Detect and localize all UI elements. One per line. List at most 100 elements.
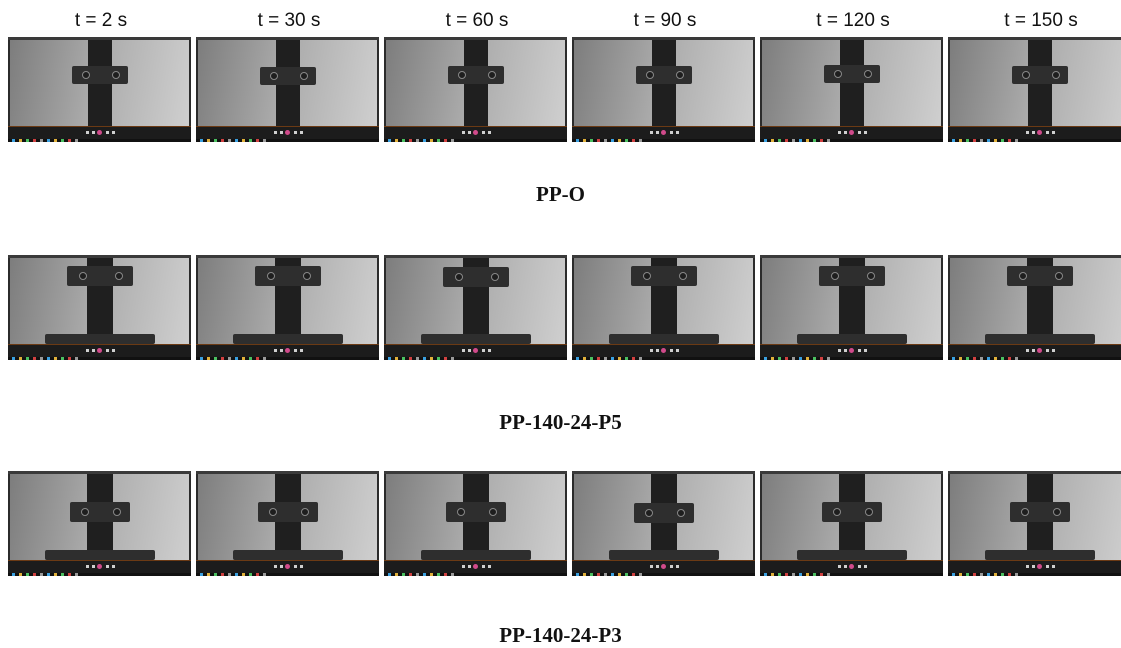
- taskbar-icon[interactable]: [764, 573, 767, 576]
- taskbar-icon[interactable]: [952, 139, 955, 142]
- taskbar-icon[interactable]: [444, 357, 447, 360]
- previous-icon[interactable]: [838, 565, 841, 568]
- taskbar-icon[interactable]: [632, 357, 635, 360]
- next-icon[interactable]: [488, 565, 491, 568]
- play-button-icon[interactable]: [97, 564, 102, 569]
- taskbar-icon[interactable]: [604, 357, 607, 360]
- taskbar-icon[interactable]: [437, 139, 440, 142]
- taskbar-icon[interactable]: [68, 357, 71, 360]
- taskbar-icon[interactable]: [40, 139, 43, 142]
- next-icon[interactable]: [300, 131, 303, 134]
- previous-icon[interactable]: [92, 131, 95, 134]
- next-icon[interactable]: [294, 349, 297, 352]
- taskbar-icon[interactable]: [778, 357, 781, 360]
- taskbar-icon[interactable]: [228, 357, 231, 360]
- taskbar-icon[interactable]: [437, 357, 440, 360]
- taskbar-icon[interactable]: [33, 573, 36, 576]
- progress-bar[interactable]: [8, 344, 191, 345]
- taskbar-icon[interactable]: [388, 357, 391, 360]
- taskbar-icon[interactable]: [994, 357, 997, 360]
- taskbar-icon[interactable]: [61, 573, 64, 576]
- next-icon[interactable]: [858, 131, 861, 134]
- taskbar-icon[interactable]: [625, 357, 628, 360]
- next-icon[interactable]: [670, 349, 673, 352]
- taskbar-icon[interactable]: [33, 139, 36, 142]
- taskbar-icon[interactable]: [966, 573, 969, 576]
- next-icon[interactable]: [1052, 565, 1055, 568]
- next-icon[interactable]: [112, 131, 115, 134]
- play-button-icon[interactable]: [285, 130, 290, 135]
- taskbar-icon[interactable]: [1015, 139, 1018, 142]
- taskbar-icon[interactable]: [1008, 357, 1011, 360]
- taskbar-icon[interactable]: [994, 573, 997, 576]
- taskbar-icon[interactable]: [576, 139, 579, 142]
- taskbar-icon[interactable]: [625, 573, 628, 576]
- taskbar-icon[interactable]: [611, 573, 614, 576]
- taskbar-icon[interactable]: [200, 139, 203, 142]
- taskbar-icon[interactable]: [590, 139, 593, 142]
- taskbar-icon[interactable]: [952, 573, 955, 576]
- taskbar-icon[interactable]: [1015, 573, 1018, 576]
- player-controls[interactable]: [760, 560, 943, 573]
- previous-icon[interactable]: [280, 565, 283, 568]
- taskbar-icon[interactable]: [430, 357, 433, 360]
- taskbar-icon[interactable]: [639, 139, 642, 142]
- previous-icon[interactable]: [462, 131, 465, 134]
- taskbar-icon[interactable]: [764, 357, 767, 360]
- taskbar-icon[interactable]: [444, 573, 447, 576]
- player-controls[interactable]: [384, 560, 567, 573]
- taskbar-icon[interactable]: [207, 573, 210, 576]
- taskbar-icon[interactable]: [618, 357, 621, 360]
- progress-bar[interactable]: [196, 344, 379, 345]
- taskbar-icon[interactable]: [583, 357, 586, 360]
- taskbar-icon[interactable]: [597, 139, 600, 142]
- progress-bar[interactable]: [760, 126, 943, 127]
- taskbar-icon[interactable]: [980, 139, 983, 142]
- taskbar-icon[interactable]: [54, 139, 57, 142]
- play-button-icon[interactable]: [473, 564, 478, 569]
- taskbar-icon[interactable]: [207, 139, 210, 142]
- next-icon[interactable]: [670, 131, 673, 134]
- taskbar-icon[interactable]: [785, 573, 788, 576]
- taskbar-icon[interactable]: [423, 139, 426, 142]
- taskbar-icon[interactable]: [973, 139, 976, 142]
- taskbar-icon[interactable]: [625, 139, 628, 142]
- taskbar-icon[interactable]: [416, 357, 419, 360]
- taskbar-icon[interactable]: [973, 357, 976, 360]
- taskbar-icon[interactable]: [764, 139, 767, 142]
- previous-icon[interactable]: [1026, 131, 1029, 134]
- progress-bar[interactable]: [8, 560, 191, 561]
- taskbar-icon[interactable]: [409, 573, 412, 576]
- taskbar-icon[interactable]: [813, 139, 816, 142]
- taskbar-icon[interactable]: [820, 139, 823, 142]
- taskbar-icon[interactable]: [75, 573, 78, 576]
- taskbar-icon[interactable]: [1015, 357, 1018, 360]
- previous-icon[interactable]: [274, 349, 277, 352]
- taskbar-icon[interactable]: [12, 573, 15, 576]
- progress-bar[interactable]: [760, 344, 943, 345]
- next-icon[interactable]: [1052, 349, 1055, 352]
- taskbar-icon[interactable]: [200, 357, 203, 360]
- taskbar-icon[interactable]: [597, 573, 600, 576]
- taskbar-icon[interactable]: [437, 573, 440, 576]
- previous-icon[interactable]: [650, 131, 653, 134]
- taskbar-icon[interactable]: [395, 357, 398, 360]
- player-controls[interactable]: [384, 344, 567, 357]
- taskbar-icon[interactable]: [416, 573, 419, 576]
- taskbar-icon[interactable]: [416, 139, 419, 142]
- previous-icon[interactable]: [86, 349, 89, 352]
- taskbar-icon[interactable]: [966, 139, 969, 142]
- player-controls[interactable]: [196, 560, 379, 573]
- next-icon[interactable]: [300, 565, 303, 568]
- taskbar-icon[interactable]: [785, 139, 788, 142]
- taskbar-icon[interactable]: [19, 357, 22, 360]
- taskbar-icon[interactable]: [1001, 573, 1004, 576]
- taskbar-icon[interactable]: [19, 139, 22, 142]
- taskbar-icon[interactable]: [395, 573, 398, 576]
- taskbar-icon[interactable]: [771, 357, 774, 360]
- player-controls[interactable]: [572, 344, 755, 357]
- taskbar-icon[interactable]: [221, 357, 224, 360]
- next-icon[interactable]: [106, 565, 109, 568]
- taskbar-icon[interactable]: [1001, 357, 1004, 360]
- taskbar-icon[interactable]: [249, 573, 252, 576]
